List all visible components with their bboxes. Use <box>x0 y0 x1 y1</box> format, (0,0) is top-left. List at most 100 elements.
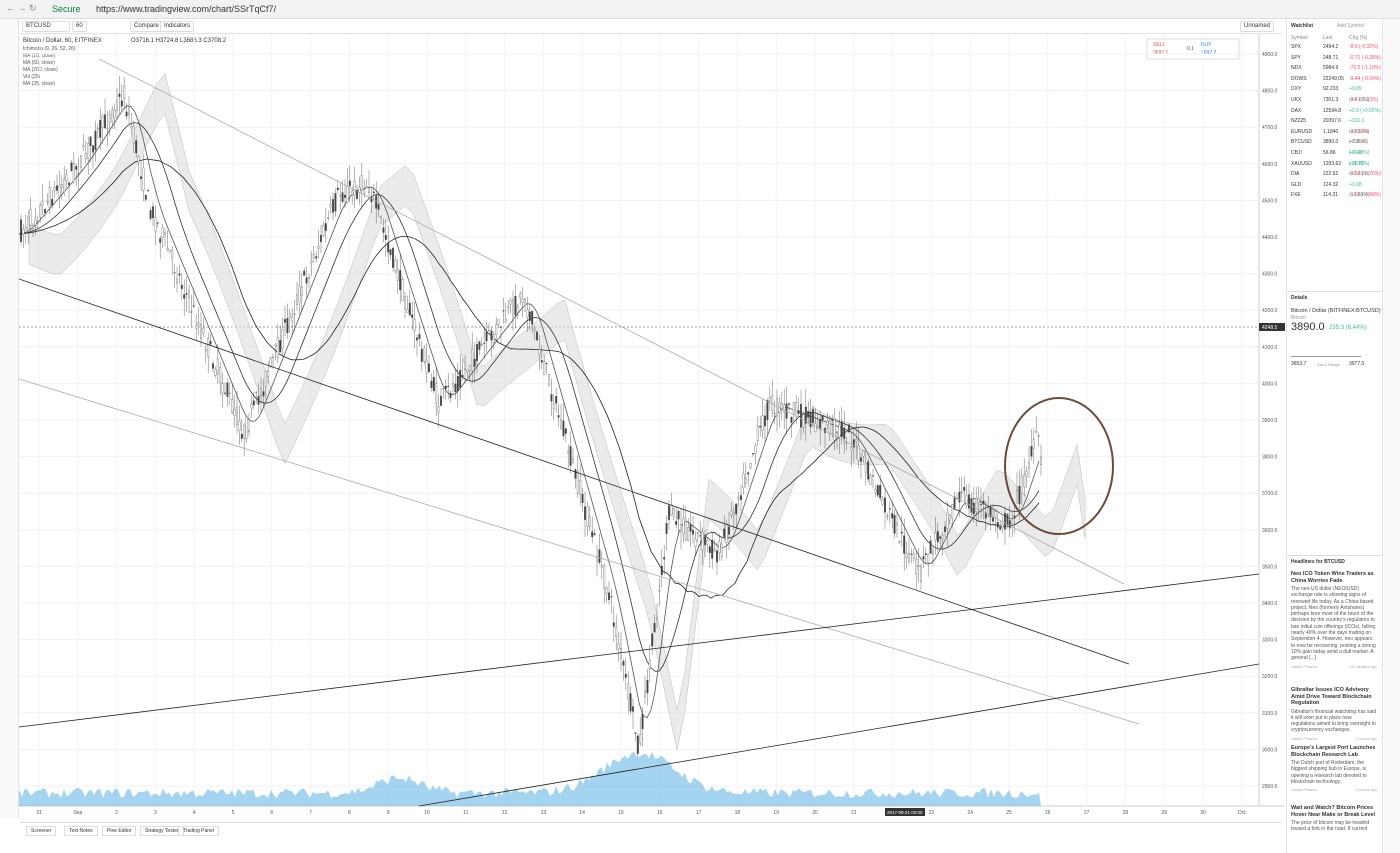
candle-body <box>608 592 610 601</box>
watchlist-row[interactable]: DOWS 22249.05 -9.44 (-0.04%) <box>1287 74 1382 85</box>
candle-body <box>432 377 435 392</box>
candle-body <box>843 427 846 439</box>
chart: Bitcoin / Dollar, 60, BITFINEX O3716.1 H… <box>19 34 1285 816</box>
candle-body <box>236 407 238 425</box>
headline-title: Neo ICO Token Wins Traders as China Worr… <box>1291 571 1374 584</box>
candle-body <box>75 166 78 170</box>
headline-title: Gibraltar Issues ICO Advisory Amid Drive… <box>1291 687 1372 706</box>
candle-body <box>351 190 354 196</box>
bottom-tab[interactable]: Trading Panel <box>178 826 219 836</box>
candle-body <box>756 425 759 442</box>
bottom-tab[interactable]: Screener <box>26 826 57 836</box>
candle-body <box>960 491 963 494</box>
bottom-tab[interactable]: Text Notes <box>64 826 98 836</box>
candle-body <box>58 185 61 197</box>
watchlist-row[interactable]: SPY 248.71 -0.71 (-0.28%) <box>1287 53 1382 64</box>
watchlist-row[interactable]: NDX 5984.9 -70.5 (-1.19%) <box>1287 63 1382 74</box>
trend-line <box>19 573 1260 728</box>
candle-body <box>675 521 678 525</box>
candle-body <box>296 294 298 305</box>
watchlist-cell: +236.81 (+6.48%) <box>1349 139 1370 156</box>
candle-body <box>401 279 404 301</box>
candle-body <box>1011 518 1014 525</box>
trend-line <box>19 378 1140 725</box>
watchlist-row[interactable]: DIA 222.62 -0.58 (-0.26%) <box>1287 169 1382 180</box>
candle-body <box>51 199 54 206</box>
candle-body <box>252 400 255 406</box>
watchlist-cell: SPX <box>1291 44 1302 50</box>
candle-body <box>22 229 25 235</box>
symbol-input[interactable]: BTCUSD <box>22 21 70 32</box>
add-symbol[interactable]: Add Symbol <box>1337 23 1364 29</box>
candle-body <box>356 189 358 199</box>
watchlist-row[interactable]: BTCUSD 3890.0 +236.81 (+6.48%) <box>1287 137 1382 156</box>
candle-body <box>792 402 795 414</box>
candle-body <box>963 487 966 491</box>
watchlist-cell: NZ225 <box>1291 118 1307 125</box>
headline[interactable]: Neo ICO Token Wins Traders as China Worr… <box>1291 571 1377 669</box>
headline[interactable]: Wait and Watch? Bitcoin Prices Hover Nea… <box>1291 805 1377 833</box>
highlight-circle <box>1004 397 1114 535</box>
layout-name[interactable]: Unnamed <box>1240 21 1275 32</box>
watchlist-row[interactable]: NZ225 20397.6 +101.1 (+0.50%) <box>1287 116 1382 135</box>
candle-body <box>430 380 433 388</box>
candle-body <box>34 219 37 226</box>
candle-body <box>437 406 440 413</box>
candle-body <box>708 546 711 553</box>
candle-body <box>480 344 483 346</box>
bottom-tab[interactable]: Pine Editor <box>102 826 137 836</box>
watchlist-row[interactable]: DAX 12594.8 +2.0 (+0.02%) <box>1287 106 1382 117</box>
candle-body <box>735 503 738 515</box>
candle-body <box>178 273 181 276</box>
candle-body <box>72 163 75 183</box>
candle-body <box>838 424 841 438</box>
candle-body <box>504 319 507 323</box>
candle-body <box>171 250 174 259</box>
watchlist-row[interactable]: XAUUSD 1293.62 +10.82 (+0.83%) <box>1287 159 1382 178</box>
candle-body <box>111 109 114 122</box>
compare-button[interactable]: Compare <box>130 21 163 32</box>
candle-body <box>444 385 447 389</box>
candle-body <box>353 181 356 196</box>
candle-body <box>65 174 68 181</box>
candle-body <box>303 270 306 276</box>
candle-body <box>706 540 709 545</box>
watchlist-row[interactable]: UKX 7301.3 -9.4 (-0.13%) <box>1287 95 1382 106</box>
headline[interactable]: Europe's Largest Port Launches Blockchai… <box>1291 745 1377 792</box>
candle-body <box>648 660 651 669</box>
watchlist-row[interactable]: SPX 2494.2 -8.0 (-0.32%) <box>1287 42 1382 53</box>
candle-body <box>1018 485 1021 504</box>
watchlist-row[interactable]: DXY 92.233 +0.09 (+0.10%) <box>1287 84 1382 103</box>
candle-body <box>692 530 694 535</box>
candle-body <box>545 362 548 364</box>
watchlist-row[interactable]: EURUSD 1.1840 -0.01066 (-0.89%) <box>1287 127 1382 146</box>
candle-body <box>996 522 999 528</box>
headline-body: The Dutch port of Rotterdam, the biggest… <box>1291 760 1367 785</box>
interval[interactable]: 60 <box>72 21 87 32</box>
buy-label[interactable]: BUY <box>1201 42 1212 48</box>
candle-body <box>876 485 879 496</box>
candle-body <box>610 596 613 598</box>
moving-average <box>19 105 1040 719</box>
watchlist-row[interactable]: GLD 124.32 +1.08 (+0.88%) <box>1287 180 1382 199</box>
candle-body <box>663 557 666 560</box>
buy-price[interactable]: 3697.2 <box>1201 50 1217 56</box>
candle-body <box>600 564 603 568</box>
candle-body <box>567 451 570 454</box>
headline[interactable]: Gibraltar Issues ICO Advisory Amid Drive… <box>1291 687 1377 741</box>
sell-label[interactable]: SELL <box>1153 42 1165 48</box>
bottom-tab[interactable]: Strategy Tester <box>140 826 184 836</box>
candle-body <box>497 319 500 325</box>
candle-body <box>749 463 752 468</box>
candle-body <box>821 415 824 421</box>
candle-body <box>953 496 956 509</box>
indicators-button[interactable]: Indicators <box>160 21 195 32</box>
price-label: 3600.0 <box>1262 528 1278 534</box>
url[interactable]: https://www.tradingview.com/chart/SSrTqC… <box>96 4 277 14</box>
watchlist-row[interactable]: CB1! 56.86 +0.43 (+0.76%) <box>1287 148 1382 167</box>
watchlist-row[interactable]: FXE 114.31 -1.02 (-0.88%) <box>1287 190 1382 201</box>
candle-body <box>737 497 740 500</box>
candle-body <box>84 153 87 160</box>
sell-price[interactable]: 3697.1 <box>1153 50 1169 56</box>
trend-line <box>98 58 1125 585</box>
